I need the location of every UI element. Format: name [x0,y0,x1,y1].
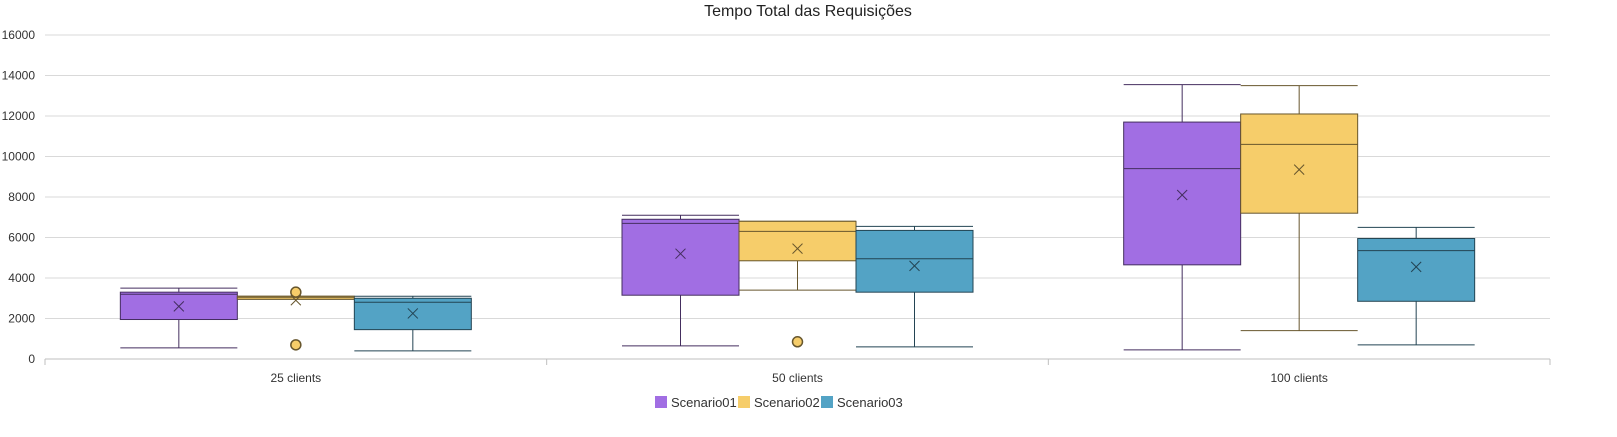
mean-marker [1293,164,1305,176]
box-scenario01-1 [621,214,740,347]
mean-marker [173,300,185,312]
y-tick-label: 4000 [8,271,35,285]
box-iqr [855,229,974,293]
legend-label: Scenario01 [671,395,737,410]
y-tick-label: 16000 [2,28,36,42]
legend-item-scenario01[interactable]: Scenario01 [655,395,737,410]
mean-marker [909,260,920,272]
mean-marker [290,294,302,306]
box-iqr [1123,121,1242,266]
legend-label: Scenario03 [837,395,903,410]
box-scenario03-2 [1357,226,1476,346]
legend-item-scenario02[interactable]: Scenario02 [738,395,820,410]
box-scenario01-2 [1123,84,1242,351]
y-tick-label: 2000 [8,312,35,326]
mean-marker [1410,261,1422,273]
mean-marker [675,248,686,260]
axes: 0 2000 4000 6000 8000 10000 12000 14000 16000 25 … [2,28,1551,385]
mean-marker [407,308,419,319]
legend-item-scenario03[interactable]: Scenario03 [821,395,903,410]
y-tick-label: 12000 [2,109,36,123]
x-tick-label: 100 clients [1270,371,1327,385]
legend-swatch [738,396,750,408]
outlier-point [290,286,302,298]
box-scenario03-0 [353,295,472,352]
box-scenario02-2 [1240,85,1359,332]
box-scenario02-0 [236,286,355,351]
legend-label: Scenario02 [754,395,820,410]
legend: Scenario01 Scenario02 Scenario03 [655,395,903,410]
box-iqr [621,218,740,296]
outlier-point [791,336,804,348]
x-tick-label: 25 clients [270,371,321,385]
outlier-point [290,339,302,351]
y-tick-label: 0 [28,352,35,366]
chart-title: Tempo Total das Requisições [704,3,912,20]
boxes [119,84,1476,352]
x-tick-label: 50 clients [772,371,823,385]
y-tick-label: 8000 [8,190,35,204]
box-iqr [738,220,857,262]
legend-swatch [821,396,833,408]
y-tick-label: 10000 [2,150,36,164]
box-iqr [1357,238,1476,302]
box-iqr [1240,113,1359,214]
y-tick-label: 14000 [2,69,36,83]
box-scenario01-0 [119,287,238,349]
y-tick-label: 6000 [8,231,35,245]
box-scenario02-1 [738,220,857,348]
mean-marker [792,243,803,254]
legend-swatch [655,396,667,408]
mean-marker [1176,189,1188,201]
box-scenario03-1 [855,225,974,348]
